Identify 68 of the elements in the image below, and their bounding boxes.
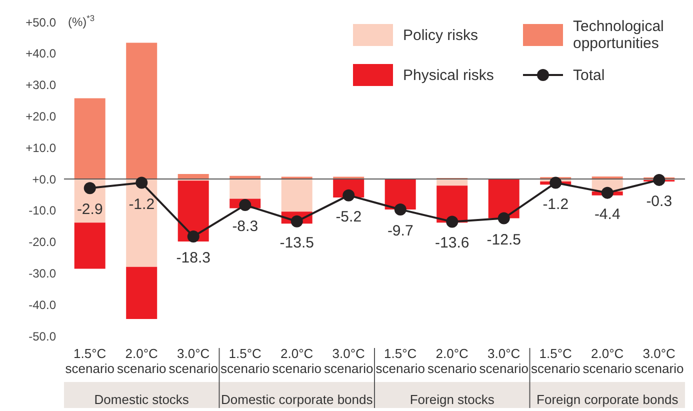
text: Domestic stocks bbox=[94, 392, 190, 407]
y-tick-label: +40.0 bbox=[26, 46, 56, 61]
bar bbox=[436, 186, 468, 223]
y-axis-title: (%)$^{*3}$ bbox=[68, 13, 95, 29]
point bbox=[394, 203, 406, 216]
x-tick-label: 2.0°C scenario bbox=[428, 346, 477, 376]
bar bbox=[126, 266, 158, 320]
x-tick-label: 1.5°C scenario bbox=[531, 346, 580, 376]
x-tick-label: 1.5°C scenario bbox=[220, 346, 270, 376]
y-tick-label: +30.0 bbox=[26, 78, 56, 92]
y-tick-label: -20.0 bbox=[28, 235, 56, 250]
data-label: -9.7 bbox=[387, 222, 414, 240]
y-tick-label: -10.0 bbox=[28, 204, 56, 218]
x-tick-label: 2.0°C scenario bbox=[117, 346, 166, 376]
legend-label: Total bbox=[573, 66, 605, 84]
data-label: -4.4 bbox=[594, 206, 620, 223]
data-label: -8.3 bbox=[232, 218, 258, 236]
point bbox=[136, 176, 148, 189]
bar bbox=[178, 174, 209, 179]
data-label: -1.2 bbox=[542, 196, 569, 213]
y-tick-label: -40.0 bbox=[28, 298, 56, 312]
y-tick-label: -50.0 bbox=[28, 329, 56, 344]
point bbox=[187, 230, 200, 242]
bar bbox=[281, 179, 312, 212]
y-tick-label: +10.0 bbox=[26, 140, 56, 155]
point bbox=[446, 216, 458, 228]
point bbox=[653, 174, 666, 186]
point bbox=[601, 186, 614, 199]
text: Foreign corporate bonds bbox=[536, 392, 679, 407]
point bbox=[342, 189, 355, 202]
data-label: -12.5 bbox=[486, 231, 521, 248]
bar bbox=[436, 179, 468, 186]
bar bbox=[178, 180, 209, 242]
data-label: -0.3 bbox=[646, 192, 672, 210]
bar bbox=[488, 179, 520, 218]
x-tick-label: 1.5°C scenario bbox=[376, 346, 425, 376]
data-label: -1.2 bbox=[128, 196, 155, 213]
point bbox=[239, 199, 252, 212]
legend-label: Policy risks bbox=[403, 26, 478, 44]
x-tick-label: 3.0°C scenario bbox=[168, 346, 218, 376]
y-tick-label: +20.0 bbox=[26, 109, 56, 124]
bar bbox=[74, 98, 106, 179]
y-tick-label: +50.0 bbox=[26, 15, 56, 30]
point bbox=[290, 215, 303, 228]
x-tick-label: 2.0°C scenario bbox=[582, 346, 632, 376]
legend-label: Physical risks bbox=[403, 66, 494, 84]
x-tick-label: 2.0°C scenario bbox=[272, 346, 322, 376]
legend-label: Technological opportunities bbox=[573, 18, 665, 52]
x-tick-label: 3.0°C scenario bbox=[479, 346, 528, 376]
bar bbox=[74, 222, 106, 269]
point bbox=[498, 212, 510, 224]
bar bbox=[126, 42, 158, 179]
x-tick-label: 3.0°C scenario bbox=[324, 346, 374, 376]
data-label: -13.6 bbox=[435, 234, 470, 252]
text: Domestic corporate bonds bbox=[221, 392, 374, 407]
data-label: -18.3 bbox=[176, 249, 210, 266]
y-tick-label: -30.0 bbox=[28, 266, 56, 280]
point bbox=[550, 176, 562, 189]
point bbox=[84, 182, 96, 194]
x-tick-label: 1.5°C scenario bbox=[65, 346, 114, 376]
x-tick-label: 3.0°C scenario bbox=[634, 346, 684, 376]
y-tick-label: +0.0 bbox=[32, 172, 56, 186]
bar bbox=[230, 179, 261, 199]
data-label: -5.2 bbox=[336, 208, 362, 226]
data-label: -13.5 bbox=[280, 234, 314, 252]
bar bbox=[126, 179, 158, 267]
data-label: -2.9 bbox=[76, 201, 103, 218]
text: Foreign stocks bbox=[410, 392, 495, 407]
